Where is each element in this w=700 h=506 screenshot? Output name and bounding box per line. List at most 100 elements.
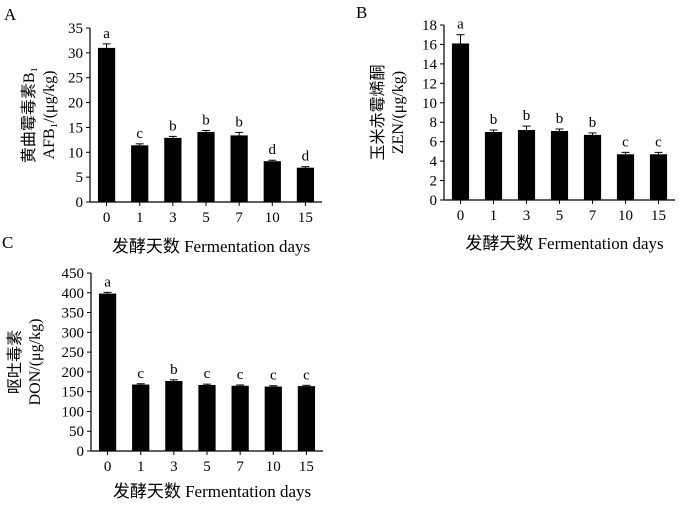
significance-letter: b xyxy=(169,118,177,134)
x-tick-label: 10 xyxy=(266,459,281,475)
y-tick-label: 12 xyxy=(422,76,437,92)
significance-letter: c xyxy=(622,134,629,150)
significance-letter: b xyxy=(556,111,564,127)
x-axis-label: 发酵天数 Fermentation days xyxy=(113,482,311,501)
panel-letter: A xyxy=(4,5,17,24)
bar xyxy=(550,130,569,200)
panel-c: C 0 50 100 150 200 250 300 350 400 450 a 0 c 1 b 3 c 5 c 7 c 1… xyxy=(2,233,323,501)
bar xyxy=(165,380,183,451)
y-tick-label: 250 xyxy=(62,345,85,361)
x-tick-label: 5 xyxy=(202,210,210,226)
y-axis-label-en: ZEN/(μg/kg) xyxy=(390,71,407,154)
y-axis-label-en: DON/(μg/kg) xyxy=(27,319,44,406)
x-tick-label: 15 xyxy=(298,210,313,226)
x-axis-label: 发酵天数 Fermentation days xyxy=(112,237,310,256)
significance-letter: a xyxy=(457,17,464,33)
bar xyxy=(484,131,503,200)
y-tick-label: 0 xyxy=(77,444,85,460)
y-tick-label: 8 xyxy=(430,115,438,131)
bar xyxy=(296,167,315,202)
panel-letter: C xyxy=(2,233,13,252)
x-tick-label: 10 xyxy=(265,210,280,226)
x-tick-label: 0 xyxy=(104,459,112,475)
bar xyxy=(164,137,182,202)
bar xyxy=(132,384,150,451)
y-tick-label: 6 xyxy=(430,135,438,151)
y-tick-label: 10 xyxy=(422,96,437,112)
panel-b: B 0 2 4 6 8 10 12 14 16 18 a 0 b 1 b 3 b 5 b 7 c 10 c 15 玉米赤霉烯酮 ZE… xyxy=(356,3,675,253)
bar xyxy=(230,135,248,202)
bar xyxy=(649,154,668,200)
y-axis-label-cn: 黄曲霉毒素B₁ xyxy=(20,67,38,163)
panel-a: A 0 5 10 15 20 25 30 35 a 0 c 1 b 3 b 5 b 7 d 10 d 15 黄曲霉毒素B₁ AF… xyxy=(4,5,322,256)
bar xyxy=(131,145,149,202)
y-tick-label: 10 xyxy=(68,145,83,161)
y-tick-label: 300 xyxy=(62,325,85,341)
y-tick-label: 400 xyxy=(62,286,85,302)
x-tick-label: 7 xyxy=(236,459,244,475)
y-axis-label-cn: 玉米赤霉烯酮 xyxy=(369,64,387,160)
significance-letter: c xyxy=(270,368,277,384)
bar xyxy=(297,386,316,451)
bar xyxy=(451,43,470,200)
y-tick-label: 4 xyxy=(430,154,438,170)
x-tick-label: 1 xyxy=(137,459,145,475)
significance-letter: c xyxy=(303,367,310,383)
bar xyxy=(231,385,249,451)
significance-letter: c xyxy=(655,134,662,150)
y-tick-label: 100 xyxy=(62,404,85,420)
x-tick-label: 0 xyxy=(457,208,465,224)
x-tick-label: 3 xyxy=(170,459,178,475)
y-tick-label: 50 xyxy=(69,424,84,440)
y-tick-label: 16 xyxy=(422,37,438,53)
significance-letter: b xyxy=(589,115,597,131)
x-tick-label: 1 xyxy=(490,208,498,224)
significance-letter: b xyxy=(235,114,243,130)
panel-letter: B xyxy=(356,3,367,22)
bar xyxy=(263,161,281,202)
y-tick-label: 200 xyxy=(62,365,85,381)
y-tick-label: 18 xyxy=(422,18,437,34)
y-axis-label-cn: 呕吐毒素 xyxy=(6,330,24,394)
y-tick-label: 5 xyxy=(76,170,84,186)
x-axis-label: 发酵天数 Fermentation days xyxy=(465,234,663,253)
significance-letter: a xyxy=(104,274,111,290)
bar xyxy=(97,47,116,203)
bar xyxy=(517,130,536,200)
bar xyxy=(616,154,635,200)
significance-letter: d xyxy=(302,149,310,165)
y-tick-label: 0 xyxy=(430,193,438,209)
significance-letter: b xyxy=(170,362,178,378)
bar xyxy=(198,384,216,451)
y-tick-label: 2 xyxy=(430,174,438,190)
x-tick-label: 10 xyxy=(618,208,633,224)
x-tick-label: 3 xyxy=(169,210,177,226)
bar xyxy=(264,386,282,451)
bar xyxy=(98,293,117,451)
x-tick-label: 0 xyxy=(103,210,111,226)
significance-letter: c xyxy=(137,366,144,382)
significance-letter: c xyxy=(204,366,211,382)
significance-letter: b xyxy=(523,108,531,124)
y-tick-label: 25 xyxy=(68,71,83,87)
significance-letter: b xyxy=(490,112,498,128)
significance-letter: c xyxy=(237,367,244,383)
x-tick-label: 5 xyxy=(556,208,564,224)
x-tick-label: 7 xyxy=(235,210,243,226)
y-axis-label-en: AFB₁/(μg/kg) xyxy=(41,71,58,160)
bar xyxy=(583,134,602,200)
significance-letter: a xyxy=(103,26,110,42)
y-tick-label: 150 xyxy=(62,385,85,401)
x-tick-label: 15 xyxy=(299,459,314,475)
y-tick-label: 35 xyxy=(68,21,83,37)
y-tick-label: 0 xyxy=(76,195,84,211)
x-tick-label: 7 xyxy=(589,208,597,224)
y-tick-label: 15 xyxy=(68,120,83,136)
x-tick-label: 3 xyxy=(523,208,531,224)
significance-letter: b xyxy=(202,112,210,128)
y-tick-label: 14 xyxy=(422,57,438,73)
y-tick-label: 20 xyxy=(68,96,83,112)
significance-letter: c xyxy=(136,126,143,142)
x-tick-label: 5 xyxy=(203,459,211,475)
